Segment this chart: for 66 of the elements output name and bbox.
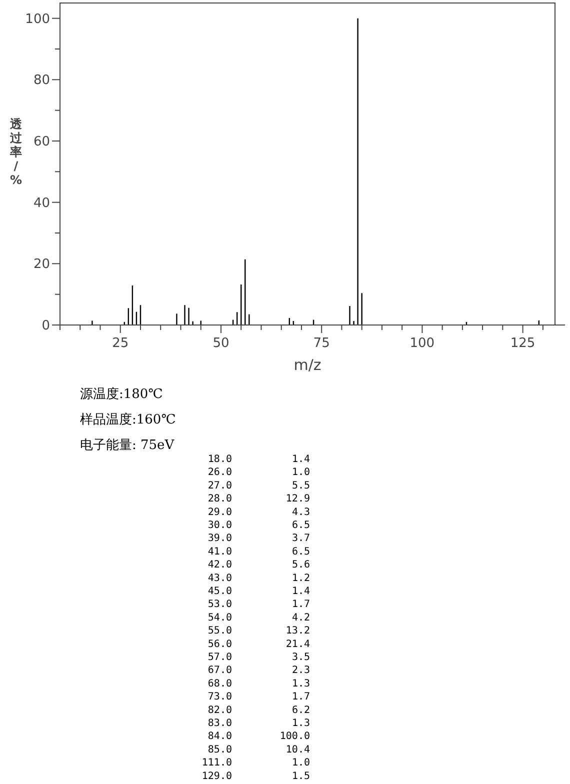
text: 2.3 (292, 665, 310, 676)
y-tick-label: 80 (33, 73, 50, 88)
text: 6.2 (292, 704, 310, 716)
text: 84.0 (208, 731, 232, 742)
text: 3.5 (292, 652, 310, 663)
text: 41.0 (208, 546, 232, 558)
y-tick-label: 20 (33, 257, 50, 272)
text: 100.0 (280, 731, 310, 742)
y-tick-label: 40 (33, 196, 50, 211)
x-tick-label: 25 (112, 336, 129, 351)
text: 30.0 (208, 520, 232, 531)
text: 1.7 (292, 692, 310, 703)
text: 55.0 (208, 626, 232, 637)
text: 1.7 (292, 599, 310, 610)
text: 85.0 (208, 744, 232, 756)
text: 53.0 (208, 599, 232, 610)
text: 45.0 (208, 586, 232, 597)
x-tick-label: 100 (410, 336, 435, 351)
text: 18.0 (208, 454, 232, 465)
text: 1.2 (292, 572, 310, 584)
text: 1.3 (292, 678, 310, 690)
text: 26.0 (208, 467, 232, 478)
text: 电子能量: 75eV (80, 438, 175, 453)
text: 12.9 (286, 494, 310, 505)
text: 1.4 (292, 586, 310, 597)
text: 111.0 (202, 758, 232, 769)
text: 28.0 (208, 494, 232, 505)
x-tick-label: 125 (510, 336, 536, 351)
text: 21.4 (286, 638, 310, 650)
text: 5.5 (292, 480, 310, 492)
text: 10.4 (286, 744, 310, 756)
text: 13.2 (286, 626, 310, 637)
y-axis-title: 透过率/% (9, 117, 23, 187)
text: 27.0 (208, 480, 232, 492)
text: 82.0 (208, 704, 232, 716)
text: 4.3 (292, 506, 310, 518)
x-tick-label: 75 (313, 336, 330, 351)
text: 6.5 (292, 546, 310, 558)
text: 129.0 (202, 770, 232, 782)
text: 4.2 (292, 612, 310, 624)
text: 6.5 (292, 520, 310, 531)
text: 1.3 (292, 718, 310, 729)
text: 1.4 (292, 454, 310, 465)
x-tick-label: 50 (212, 336, 230, 351)
text: 样品温度:160℃ (80, 412, 176, 428)
text: 源温度:180℃ (80, 386, 163, 402)
text: 42.0 (208, 560, 232, 571)
text: 43.0 (208, 572, 232, 584)
x-axis-title: m/z (294, 356, 322, 374)
text: 57.0 (208, 652, 232, 663)
text: 1.0 (292, 758, 310, 769)
y-tick-label: 60 (33, 134, 50, 150)
text: 67.0 (208, 665, 232, 676)
text: 54.0 (208, 612, 232, 624)
text: 1.0 (292, 467, 310, 478)
text: 29.0 (208, 506, 232, 518)
text: 68.0 (208, 678, 232, 690)
y-tick-label: 0 (42, 318, 50, 334)
text: 5.6 (292, 560, 310, 571)
text: 3.7 (292, 533, 310, 544)
y-tick-label: 100 (25, 12, 50, 27)
text: 83.0 (208, 718, 232, 729)
text: 1.5 (292, 770, 310, 782)
text: 73.0 (208, 692, 232, 703)
text: 56.0 (208, 638, 232, 650)
text: 39.0 (208, 533, 232, 544)
